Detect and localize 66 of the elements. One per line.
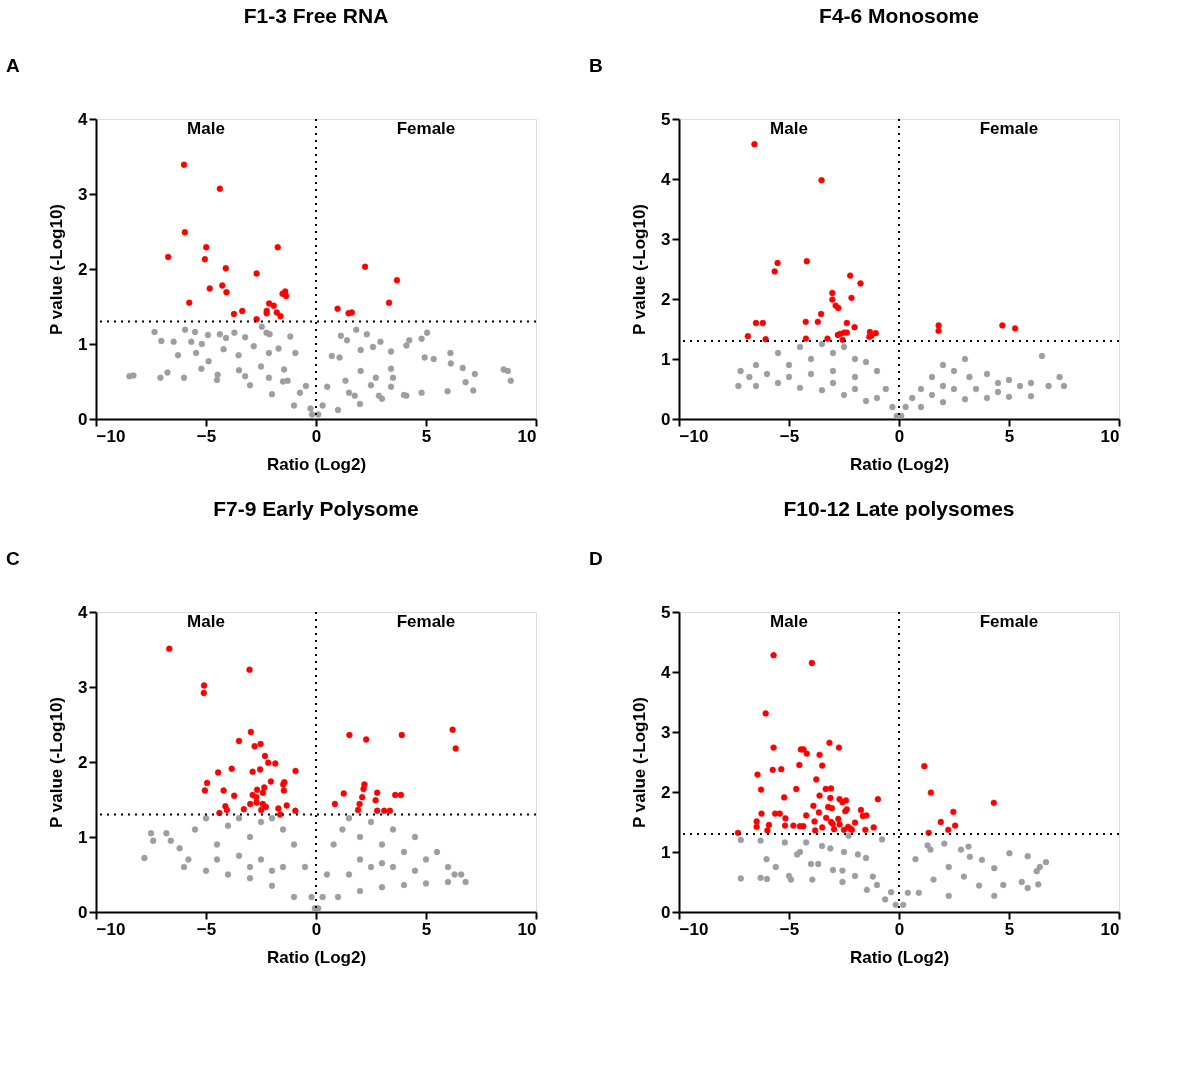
y-tick-label: 1 xyxy=(661,349,671,369)
y-tick-label: 1 xyxy=(78,334,88,354)
text: D xyxy=(589,548,603,569)
annotation: Male xyxy=(770,612,808,631)
x-tick-label: −10 xyxy=(96,426,126,446)
annotation: Female xyxy=(396,119,456,138)
x-tick-label: 0 xyxy=(311,919,322,939)
x-tick-label: 5 xyxy=(1004,919,1015,939)
y-tick-label: 4 xyxy=(78,109,89,129)
x-tick-label: −5 xyxy=(196,426,217,446)
y-tick-label: 2 xyxy=(661,782,671,802)
y-tick-label: 0 xyxy=(661,902,671,922)
x-tick-label: 0 xyxy=(894,919,905,939)
chart-title: F4-6 Monosome xyxy=(819,4,979,27)
x-axis-title: Ratio (Log2) xyxy=(266,454,367,474)
y-tick-label: 1 xyxy=(661,842,671,862)
annotation: Male xyxy=(187,612,225,631)
y-tick-label: 3 xyxy=(78,677,88,697)
y-axis-title: P value (-Log10) xyxy=(47,697,67,828)
x-axis-title: Ratio (Log2) xyxy=(849,454,950,474)
y-tick-label: 0 xyxy=(661,409,671,429)
x-tick-label: −5 xyxy=(196,919,217,939)
x-tick-label: 0 xyxy=(311,426,322,446)
y-tick-label: 1 xyxy=(78,827,88,847)
y-tick-label: 0 xyxy=(78,409,88,429)
y-tick-label: 2 xyxy=(661,289,671,309)
text: A xyxy=(6,55,20,76)
y-tick-label: 0 xyxy=(78,902,88,922)
x-tick-label: 10 xyxy=(517,426,537,446)
x-tick-label: −5 xyxy=(779,919,800,939)
annotation: Female xyxy=(979,119,1039,138)
y-tick-label: 2 xyxy=(78,752,88,772)
text: C xyxy=(6,548,20,569)
x-tick-label: 10 xyxy=(517,919,537,939)
annotation: Male xyxy=(187,119,225,138)
x-tick-label: 5 xyxy=(421,426,432,446)
y-tick-label: 4 xyxy=(78,602,89,622)
y-tick-label: 2 xyxy=(78,259,88,279)
x-tick-label: −10 xyxy=(679,919,709,939)
annotation: Male xyxy=(770,119,808,138)
y-tick-label: 3 xyxy=(661,229,671,249)
x-tick-label: −10 xyxy=(679,426,709,446)
y-tick-label: 4 xyxy=(661,662,672,682)
y-axis-title: P value (-Log10) xyxy=(630,697,650,828)
x-tick-label: 5 xyxy=(1004,426,1015,446)
y-axis-title: P value (-Log10) xyxy=(47,204,67,335)
y-axis-title: P value (-Log10) xyxy=(630,204,650,335)
x-tick-label: 0 xyxy=(894,426,905,446)
chart-title: F1-3 Free RNA xyxy=(243,4,389,27)
y-tick-label: 5 xyxy=(661,602,671,622)
y-tick-label: 3 xyxy=(661,722,671,742)
chart-title: F7-9 Early Polysome xyxy=(213,497,419,520)
x-tick-label: 10 xyxy=(1100,919,1120,939)
y-tick-label: 4 xyxy=(661,169,672,189)
x-axis-title: Ratio (Log2) xyxy=(849,947,950,967)
y-tick-label: 5 xyxy=(661,109,671,129)
x-axis-title: Ratio (Log2) xyxy=(266,947,367,967)
chart-title: F10-12 Late polysomes xyxy=(783,497,1015,520)
x-tick-label: −10 xyxy=(96,919,126,939)
annotation: Female xyxy=(396,612,456,631)
text: B xyxy=(589,55,603,76)
x-tick-label: 10 xyxy=(1100,426,1120,446)
y-tick-label: 3 xyxy=(78,184,88,204)
annotation: Female xyxy=(979,612,1039,631)
x-tick-label: −5 xyxy=(779,426,800,446)
x-tick-label: 5 xyxy=(421,919,432,939)
